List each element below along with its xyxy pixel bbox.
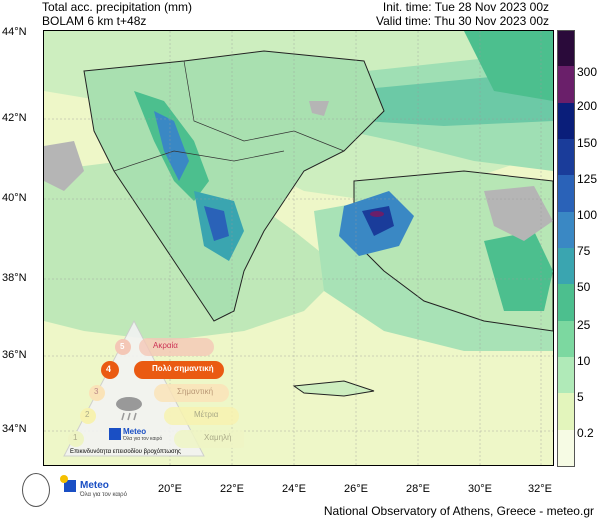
- country-borders: [113, 60, 345, 172]
- no-data-italy: [44, 141, 84, 191]
- lat-label-42: 42°N: [2, 112, 27, 124]
- level-2-num: 2: [85, 410, 90, 419]
- level-1-badge: [68, 431, 84, 447]
- cb-label-300: 300: [577, 65, 598, 79]
- level-5-badge: [115, 339, 131, 355]
- colorbar-segment: [557, 211, 575, 248]
- lon-label-30: 30°E: [468, 483, 492, 495]
- legend-bar-2: [164, 407, 239, 425]
- cb-label-100: 100: [577, 208, 598, 222]
- cb-label-75: 75: [577, 244, 591, 258]
- cb-label-10: 10: [577, 354, 591, 368]
- colorbar-segment: [557, 320, 575, 357]
- cb-label-125: 125: [577, 172, 598, 186]
- level-3-label: Σημαντική: [177, 387, 214, 396]
- lon-label-24: 24°E: [282, 483, 306, 495]
- very-heavy-rain-west-balkans: [154, 111, 189, 181]
- lat-label-40: 40°N: [2, 192, 27, 204]
- lon-label-32: 32°E: [528, 483, 552, 495]
- heavy-rain-blacksea: [464, 31, 553, 101]
- map-canvas: [44, 31, 553, 465]
- colorbar-segment: [557, 393, 575, 430]
- colorbar-segment: [557, 139, 575, 176]
- lon-label-22: 22°E: [220, 483, 244, 495]
- title-line-2: BOLAM 6 km t+48z: [42, 14, 147, 28]
- lon-label-28: 28°E: [406, 483, 430, 495]
- rain-cloud-icon: [116, 397, 142, 421]
- level-1-num: 1: [73, 433, 78, 442]
- very-heavy-rain-epirus: [204, 206, 229, 241]
- no-data-patch: [309, 101, 329, 116]
- lon-label-26: 26°E: [344, 483, 368, 495]
- lon-label-20: 20°E: [158, 483, 182, 495]
- cb-label-25: 25: [577, 318, 591, 332]
- legend-bar-1: [174, 430, 244, 448]
- level-4-label: Πολύ σημαντική: [152, 364, 214, 373]
- legend-bar-5: [139, 338, 214, 356]
- colorbar-segment: [557, 102, 575, 139]
- risk-legend: [63, 319, 244, 457]
- level-5-label: Ακραία: [153, 341, 178, 350]
- lat-label-36: 36°N: [2, 349, 27, 361]
- init-time: Init. time: Tue 28 Nov 2023 00z: [382, 0, 549, 14]
- legend-brand: Meteo: [123, 427, 147, 436]
- level-3-num: 3: [94, 387, 99, 396]
- level-5-num: 5: [120, 342, 125, 351]
- footer-brand: Meteo: [80, 480, 109, 491]
- level-1-label: Χαμηλή: [204, 433, 232, 442]
- cb-label-0-2: 0.2: [577, 426, 594, 440]
- cb-label-5: 5: [577, 390, 584, 404]
- very-heavy-rain-lesvos: [362, 206, 394, 236]
- lat-label-38: 38°N: [2, 272, 27, 284]
- sun-icon: [60, 475, 68, 483]
- legend-caption: Επικινδυνότητα επεισοδίου βροχόπτωσης: [70, 449, 181, 455]
- level-3-badge: [89, 385, 105, 401]
- cb-label-200: 200: [577, 99, 598, 113]
- time-info: Init. time: Tue 28 Nov 2023 00z Valid ti…: [376, 0, 549, 28]
- legend-bar-4: [134, 361, 224, 379]
- colorbar-segment: [557, 284, 575, 321]
- level-4-badge: [101, 361, 119, 379]
- meteo-footer-logo-icon: [64, 480, 76, 492]
- footer-credit: National Observatory of Athens, Greece -…: [323, 504, 594, 518]
- level-2-label: Μέτρια: [194, 410, 219, 419]
- legend-brand-sub: Όλα για τον καιρό: [123, 436, 163, 442]
- cb-label-150: 150: [577, 136, 598, 150]
- extreme-rain-core: [370, 211, 384, 217]
- legend-bar-3: [154, 384, 229, 402]
- crete-island: [292, 380, 375, 397]
- map-title: Total acc. precipitation (mm) BOLAM 6 km…: [42, 0, 192, 28]
- cb-label-50: 50: [577, 280, 591, 294]
- valid-time: Valid time: Thu 30 Nov 2023 00z: [376, 14, 549, 28]
- footer-brand-sub: Όλα για τον καιρό: [80, 492, 127, 498]
- colorbar-segment: [557, 248, 575, 285]
- lat-label-34: 34°N: [2, 423, 27, 435]
- no-data-anatolia: [484, 186, 553, 241]
- colorbar-segment: [557, 357, 575, 394]
- lat-label-44: 44°N: [2, 26, 27, 38]
- meteo-logo-icon: [109, 428, 121, 440]
- colorbar-segment: [557, 30, 575, 68]
- title-line-1: Total acc. precipitation (mm): [42, 0, 193, 14]
- colorbar-segment: [557, 66, 575, 103]
- colorbar-segment: [557, 175, 575, 212]
- level-4-num: 4: [106, 364, 112, 374]
- level-2-badge: [80, 408, 96, 424]
- noa-seal-icon: [22, 473, 50, 507]
- colorbar-segment: [557, 429, 575, 467]
- heavy-rain-southeast: [484, 231, 553, 311]
- precipitation-map: 5 Ακραία 4 Πολύ σημαντική 3 Σημαντική 2 …: [43, 30, 554, 466]
